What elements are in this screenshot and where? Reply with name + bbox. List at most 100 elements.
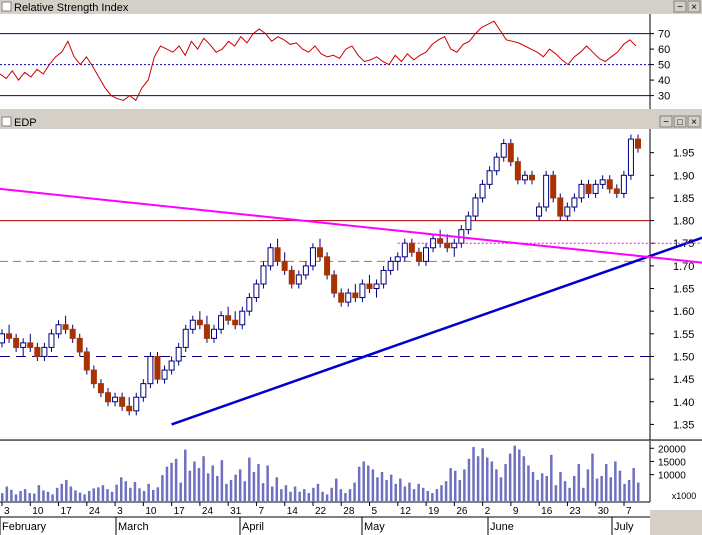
volume-bar xyxy=(211,465,214,501)
volume-bar xyxy=(385,479,388,501)
volume-bar xyxy=(531,472,535,501)
rsi-close-button[interactable]: × xyxy=(687,0,701,13)
volume-y-tick-label: 15000 xyxy=(658,457,686,468)
magenta-downtrend-line xyxy=(0,187,702,264)
volume-bar xyxy=(270,486,274,501)
volume-bar xyxy=(339,489,343,501)
volume-bar xyxy=(513,445,516,501)
volume-bar xyxy=(142,490,146,501)
volume-bar xyxy=(69,486,73,501)
candle-body xyxy=(437,238,444,244)
candle-body xyxy=(211,328,217,339)
volume-bar xyxy=(280,489,283,501)
candle-body xyxy=(274,247,281,262)
volume-bar xyxy=(220,460,224,501)
volume-bar xyxy=(33,493,36,501)
rsi-axis-area xyxy=(650,14,702,109)
candle-body xyxy=(345,292,352,303)
volume-bar xyxy=(376,477,379,501)
volume-bar xyxy=(83,494,86,501)
volume-bar xyxy=(490,461,494,501)
candle-body xyxy=(606,179,613,190)
volume-bar xyxy=(65,479,68,501)
date-tick-label: 30 xyxy=(598,506,610,517)
candle-body xyxy=(246,297,253,312)
price-restore-button[interactable]: □ xyxy=(673,115,687,128)
candle-body xyxy=(543,174,550,208)
volume-bar xyxy=(170,462,173,501)
volume-bar xyxy=(508,453,512,501)
volume-bar xyxy=(431,493,434,501)
candle-body xyxy=(281,260,288,271)
price-y-tick-label: 1.80 xyxy=(673,216,694,228)
volume-bar xyxy=(119,477,123,501)
date-tick-label: 3 xyxy=(4,506,10,517)
candle-body xyxy=(27,342,34,348)
candle-body xyxy=(557,197,564,217)
volume-bar xyxy=(115,484,118,501)
candlesticks xyxy=(0,134,641,416)
volume-bar xyxy=(591,453,594,501)
date-tick-label: 24 xyxy=(89,506,101,517)
date-tick-label: 19 xyxy=(428,506,440,517)
volume-bar xyxy=(19,490,22,501)
rsi-minimize-button[interactable]: − xyxy=(673,0,687,13)
candle-body xyxy=(394,256,401,262)
volume-bar xyxy=(604,464,608,501)
price-close-button[interactable]: × xyxy=(687,115,701,128)
candle-body xyxy=(479,183,486,199)
candle-body xyxy=(472,197,479,217)
volume-bar xyxy=(60,483,63,501)
date-axis: 3 10 17 24 3 10 17 24 31 7 14 22 28 5 12 19 26 2 9 16 23 30 7 … xyxy=(0,501,702,535)
volume-bar xyxy=(344,493,347,501)
price-minimize-button[interactable]: − xyxy=(659,115,673,128)
volume-bar xyxy=(10,489,13,501)
volume-bar xyxy=(133,482,137,501)
volume-bar xyxy=(284,485,288,501)
date-tick-label: 12 xyxy=(400,506,412,517)
price-y-tick-label: 1.90 xyxy=(673,170,694,182)
date-tick-label: 31 xyxy=(230,506,242,517)
candle-body xyxy=(359,283,366,299)
candle-body xyxy=(380,269,387,285)
candle-body xyxy=(451,242,458,249)
candle-body xyxy=(514,161,521,181)
candle-body xyxy=(48,333,55,348)
candle-body xyxy=(112,396,119,403)
volume-bar xyxy=(147,483,150,501)
candle-body xyxy=(189,319,196,330)
volume-bar xyxy=(252,472,256,501)
candle-body xyxy=(41,346,48,357)
candle-body xyxy=(408,242,415,253)
candle-body xyxy=(387,260,394,271)
candle-body xyxy=(444,242,451,249)
volume-bar xyxy=(572,475,576,501)
volume-bar xyxy=(554,485,558,501)
panel-separator[interactable] xyxy=(0,109,702,115)
volume-bar xyxy=(5,486,9,501)
month-label: May xyxy=(364,521,385,533)
candle-body xyxy=(260,265,267,285)
date-tick-label: 24 xyxy=(202,506,214,517)
candle-body xyxy=(225,315,232,321)
rsi-y-axis: 30 40 50 60 70 xyxy=(650,29,670,103)
volume-bar xyxy=(293,486,297,501)
volume-bar xyxy=(307,493,311,501)
price-y-tick-label: 1.40 xyxy=(673,397,694,409)
candle-body xyxy=(105,392,111,403)
candle-body xyxy=(168,360,175,371)
volume-bar xyxy=(472,446,475,501)
volume-bar xyxy=(289,491,292,501)
volume-bar xyxy=(316,483,320,501)
date-ticks: 3 10 17 24 3 10 17 24 31 7 14 22 28 5 12 19 26 2 9 16 23 30 7 xyxy=(1,502,632,517)
volume-bar xyxy=(78,492,82,501)
candle-body xyxy=(175,346,182,362)
volume-bar xyxy=(435,489,439,501)
volume-bar xyxy=(174,458,178,501)
candle-body xyxy=(493,156,500,172)
volume-bar xyxy=(156,487,160,501)
candle-body xyxy=(536,206,543,217)
price-close-label: × xyxy=(691,117,697,128)
volume-bar xyxy=(321,491,324,501)
